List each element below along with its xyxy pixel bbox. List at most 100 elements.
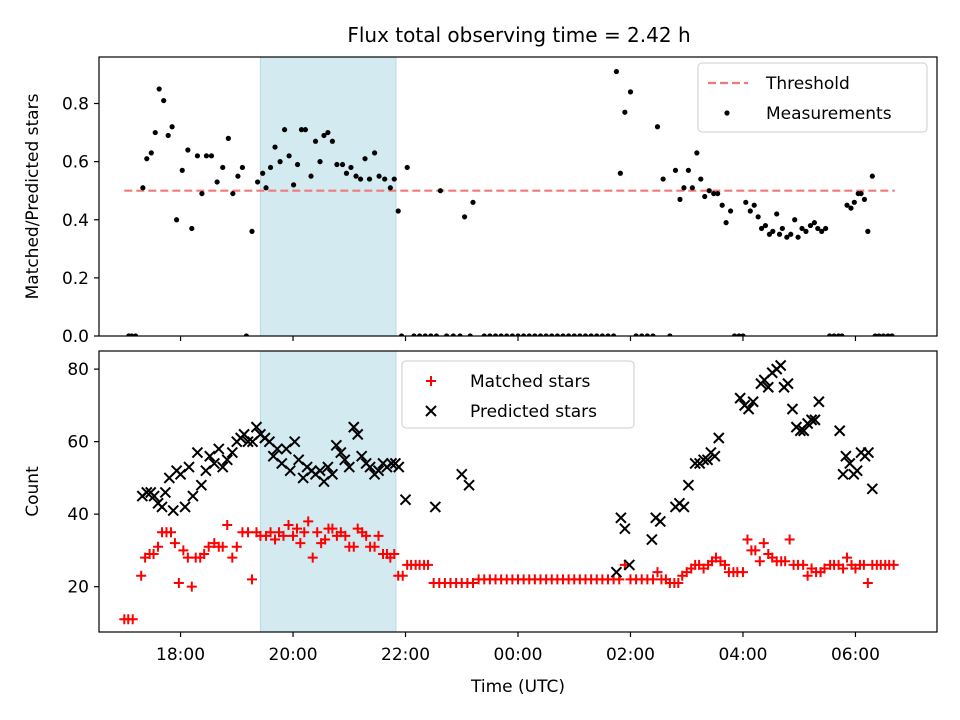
legend: Matched stars Predicted stars <box>401 360 635 429</box>
data-point <box>492 333 499 336</box>
data-point <box>611 333 617 336</box>
data-point <box>682 479 695 491</box>
data-point <box>167 504 179 517</box>
data-point <box>317 159 323 165</box>
data-point <box>428 333 434 336</box>
data-point <box>231 541 242 552</box>
data-point <box>343 461 355 473</box>
data-point <box>689 457 701 470</box>
data-point <box>173 578 184 589</box>
legend-marker-measurements <box>724 110 730 116</box>
data-point <box>582 333 589 336</box>
x-tick-label: 20:00 <box>269 645 318 665</box>
data-point <box>774 359 787 372</box>
data-point <box>385 457 398 470</box>
top-panel: 0.0 0.2 0.4 0.6 0.8 Matched/Predicted stars Th… <box>23 56 938 347</box>
data-point <box>715 190 721 197</box>
data-point <box>719 202 725 208</box>
data-point <box>230 190 236 197</box>
data-point <box>742 403 755 415</box>
data-point <box>660 176 666 182</box>
data-point <box>588 333 594 336</box>
data-point <box>361 530 372 541</box>
data-point <box>321 132 327 139</box>
data-point <box>467 333 473 336</box>
data-point <box>249 228 255 234</box>
data-point <box>762 222 769 229</box>
data-point <box>371 150 378 156</box>
data-point <box>776 231 783 237</box>
data-point <box>758 225 765 232</box>
data-point <box>235 173 241 179</box>
data-point <box>654 515 666 528</box>
data-point <box>208 457 221 470</box>
data-point <box>869 173 875 179</box>
data-point <box>156 86 162 92</box>
data-point <box>376 173 382 179</box>
data-point <box>872 333 878 336</box>
data-point <box>270 534 281 545</box>
data-point <box>802 570 813 581</box>
data-point <box>805 414 818 426</box>
data-point <box>312 527 323 538</box>
data-point <box>239 164 246 171</box>
data-point <box>362 156 368 162</box>
data-point <box>823 225 829 232</box>
data-point <box>148 490 160 502</box>
data-point <box>335 446 347 459</box>
data-point <box>243 333 249 336</box>
data-point <box>213 443 225 455</box>
data-point <box>255 179 261 185</box>
data-point <box>774 211 780 217</box>
data-point <box>813 396 825 408</box>
data-point <box>352 428 364 441</box>
data-point <box>246 574 257 585</box>
data-point <box>786 403 799 415</box>
data-point <box>515 333 521 336</box>
data-point <box>734 392 746 404</box>
data-point <box>672 167 679 173</box>
data-point <box>136 570 147 581</box>
data-point <box>639 333 645 336</box>
data-point <box>179 501 191 513</box>
legend-label: Measurements <box>766 104 892 124</box>
data-point <box>398 333 405 336</box>
data-point <box>554 333 560 336</box>
data-point <box>784 234 790 240</box>
data-point <box>504 333 510 336</box>
data-point <box>291 523 302 534</box>
data-point <box>399 493 412 506</box>
data-point <box>839 333 845 336</box>
data-point <box>373 530 384 541</box>
data-point <box>842 552 853 563</box>
data-point <box>779 225 785 232</box>
x-axis-label: Time (UTC) <box>470 677 565 697</box>
figure-title: Flux total observing time = 2.42 h <box>347 23 690 47</box>
data-point <box>289 435 301 448</box>
data-point <box>312 138 319 144</box>
data-point <box>199 549 210 560</box>
data-point <box>204 450 216 462</box>
data-point <box>314 464 326 477</box>
data-point <box>433 333 440 336</box>
data-point <box>702 193 708 200</box>
data-point <box>302 127 309 133</box>
data-point <box>723 220 729 226</box>
data-point <box>526 333 532 336</box>
data-point <box>623 559 636 571</box>
data-point <box>174 217 180 223</box>
data-point <box>667 333 673 336</box>
data-point <box>706 188 712 194</box>
data-point <box>740 333 746 336</box>
data-point <box>450 333 456 336</box>
data-point <box>844 202 850 208</box>
y-tick-label: 0.8 <box>62 95 89 115</box>
data-point <box>220 164 226 171</box>
data-point <box>343 170 350 176</box>
data-point <box>165 132 171 139</box>
data-point <box>622 109 628 115</box>
data-point <box>750 545 761 556</box>
y-tick-label: 20 <box>67 578 89 598</box>
data-point <box>646 533 658 546</box>
